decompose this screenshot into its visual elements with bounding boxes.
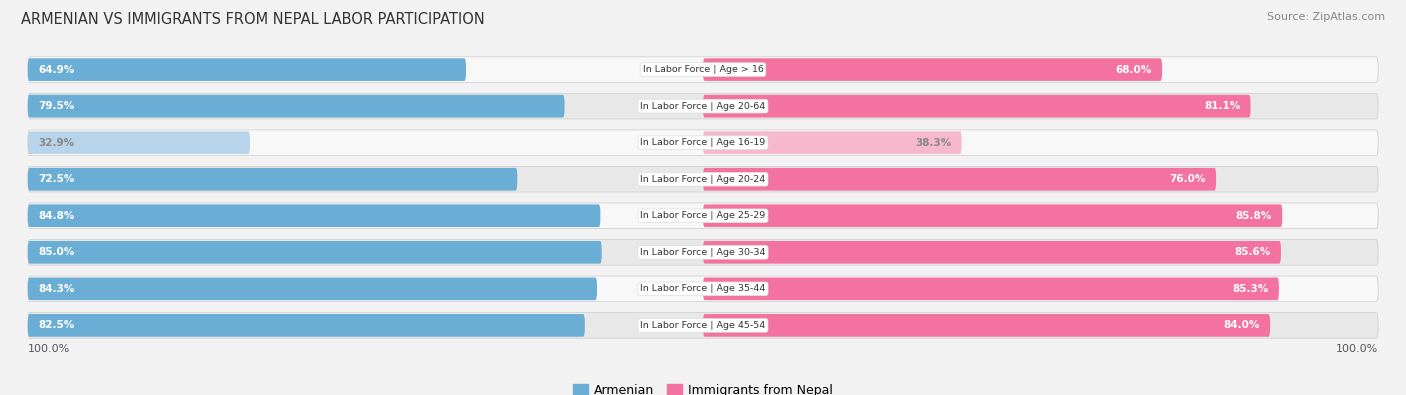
FancyBboxPatch shape — [28, 314, 585, 337]
FancyBboxPatch shape — [28, 57, 1378, 83]
Text: 84.8%: 84.8% — [38, 211, 75, 221]
FancyBboxPatch shape — [28, 312, 1378, 338]
Text: 64.9%: 64.9% — [38, 65, 75, 75]
FancyBboxPatch shape — [28, 241, 602, 263]
Text: In Labor Force | Age 20-24: In Labor Force | Age 20-24 — [640, 175, 766, 184]
Text: 100.0%: 100.0% — [28, 344, 70, 354]
Text: 72.5%: 72.5% — [38, 174, 75, 184]
Text: 100.0%: 100.0% — [1336, 344, 1378, 354]
Legend: Armenian, Immigrants from Nepal: Armenian, Immigrants from Nepal — [568, 379, 838, 395]
FancyBboxPatch shape — [703, 58, 1163, 81]
FancyBboxPatch shape — [28, 95, 565, 117]
Text: 85.3%: 85.3% — [1232, 284, 1268, 294]
FancyBboxPatch shape — [28, 203, 1378, 229]
Text: 38.3%: 38.3% — [915, 138, 952, 148]
Text: In Labor Force | Age > 16: In Labor Force | Age > 16 — [643, 65, 763, 74]
Text: In Labor Force | Age 45-54: In Labor Force | Age 45-54 — [640, 321, 766, 330]
Text: 68.0%: 68.0% — [1115, 65, 1152, 75]
FancyBboxPatch shape — [28, 130, 1378, 156]
FancyBboxPatch shape — [703, 278, 1279, 300]
FancyBboxPatch shape — [703, 314, 1270, 337]
Text: In Labor Force | Age 35-44: In Labor Force | Age 35-44 — [640, 284, 766, 293]
FancyBboxPatch shape — [28, 168, 517, 190]
Text: In Labor Force | Age 30-34: In Labor Force | Age 30-34 — [640, 248, 766, 257]
Text: 85.0%: 85.0% — [38, 247, 75, 257]
FancyBboxPatch shape — [28, 276, 1378, 302]
Text: 82.5%: 82.5% — [38, 320, 75, 330]
Text: 81.1%: 81.1% — [1204, 101, 1240, 111]
Text: 84.3%: 84.3% — [38, 284, 75, 294]
FancyBboxPatch shape — [703, 168, 1216, 190]
FancyBboxPatch shape — [703, 241, 1281, 263]
FancyBboxPatch shape — [28, 132, 250, 154]
FancyBboxPatch shape — [703, 95, 1250, 117]
FancyBboxPatch shape — [703, 205, 1282, 227]
Text: 85.8%: 85.8% — [1236, 211, 1272, 221]
Text: Source: ZipAtlas.com: Source: ZipAtlas.com — [1267, 12, 1385, 22]
Text: 85.6%: 85.6% — [1234, 247, 1271, 257]
Text: 76.0%: 76.0% — [1170, 174, 1206, 184]
Text: In Labor Force | Age 20-64: In Labor Force | Age 20-64 — [640, 102, 766, 111]
FancyBboxPatch shape — [28, 205, 600, 227]
Text: 32.9%: 32.9% — [38, 138, 75, 148]
FancyBboxPatch shape — [28, 278, 598, 300]
Text: In Labor Force | Age 16-19: In Labor Force | Age 16-19 — [640, 138, 766, 147]
Text: 84.0%: 84.0% — [1223, 320, 1260, 330]
Text: ARMENIAN VS IMMIGRANTS FROM NEPAL LABOR PARTICIPATION: ARMENIAN VS IMMIGRANTS FROM NEPAL LABOR … — [21, 12, 485, 27]
FancyBboxPatch shape — [28, 166, 1378, 192]
Text: 79.5%: 79.5% — [38, 101, 75, 111]
FancyBboxPatch shape — [28, 93, 1378, 119]
FancyBboxPatch shape — [703, 132, 962, 154]
Text: In Labor Force | Age 25-29: In Labor Force | Age 25-29 — [640, 211, 766, 220]
FancyBboxPatch shape — [28, 239, 1378, 265]
FancyBboxPatch shape — [28, 58, 465, 81]
